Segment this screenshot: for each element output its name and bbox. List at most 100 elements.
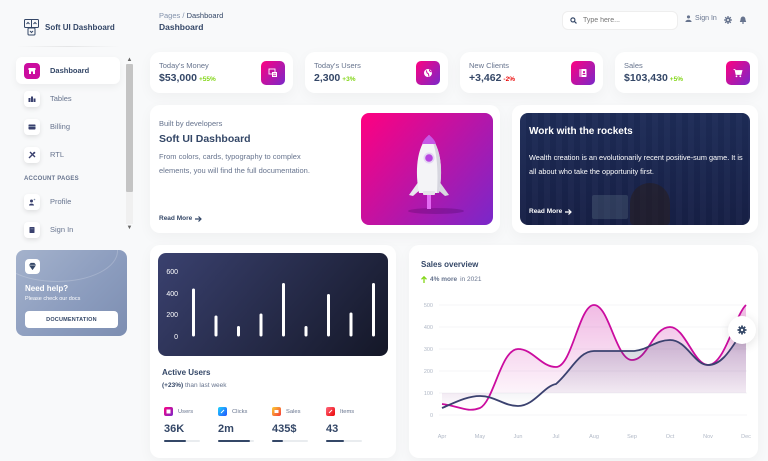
- sales-overview-title: Sales overview: [421, 260, 479, 269]
- shop-icon: [24, 62, 40, 79]
- active-users-title: Active Users: [162, 368, 211, 377]
- active-users-change-suffix: than last week: [183, 382, 227, 389]
- svg-text:Nov: Nov: [703, 434, 713, 440]
- search-box[interactable]: [562, 11, 678, 30]
- bell-icon[interactable]: [739, 16, 747, 24]
- sidebar-item-dashboard[interactable]: Dashboard: [16, 57, 120, 84]
- y-axis-ticks: 600 400 200 0: [166, 269, 178, 341]
- active-users-stats: Users 36K Clicks 2m Sales 435$ Items 43: [164, 407, 380, 442]
- account-pages-heading: ACCOUNT PAGES: [24, 176, 79, 182]
- brand[interactable]: Soft UI Dashboard: [24, 19, 115, 36]
- card-kicker: Built by developers: [159, 119, 223, 128]
- active-users-change: (+23%): [162, 382, 184, 389]
- stat-amount: $103,430: [624, 72, 668, 84]
- scroll-down-arrow-icon[interactable]: ▼: [126, 225, 133, 231]
- sidebar-item-label: Sign In: [50, 225, 74, 234]
- stat-label: Users: [178, 408, 194, 415]
- bar-chart-svg: 600 400 200 0: [166, 269, 375, 341]
- stat-card-money: Today's Money $53,000 +55%: [150, 52, 293, 93]
- need-help-card: Need help? Please check our docs DOCUMEN…: [16, 250, 127, 336]
- diamond-icon: [25, 259, 40, 274]
- sidebar-item-tables[interactable]: Tables: [16, 85, 120, 112]
- sidebar-item-label: Tables: [50, 94, 72, 103]
- breadcrumb-current: Dashboard: [186, 11, 224, 20]
- progress-bar: [218, 440, 254, 442]
- stat-value: 43: [326, 423, 339, 435]
- sidebar-item-label: Dashboard: [50, 66, 90, 75]
- world-icon: [416, 61, 440, 85]
- stat-clicks: Clicks 2m: [218, 407, 272, 442]
- office-icon: [24, 90, 40, 107]
- stat-amount: +3,462: [469, 72, 502, 84]
- stat-value: 2,300 +3%: [314, 72, 355, 84]
- sales-change: 4% more: [430, 276, 458, 283]
- stat-change: -2%: [503, 76, 515, 83]
- work-with-rockets-card: Work with the rockets Wealth creation is…: [512, 105, 758, 233]
- svg-text:200: 200: [166, 312, 178, 319]
- scrollbar-track[interactable]: [126, 192, 133, 224]
- documentation-button[interactable]: DOCUMENTATION: [25, 311, 118, 328]
- sidebar-item-billing[interactable]: Billing: [16, 113, 120, 140]
- svg-text:0: 0: [430, 413, 433, 419]
- stat-value: 36K: [164, 423, 185, 435]
- stat-value: +3,462 -2%: [469, 72, 515, 84]
- svg-text:Jun: Jun: [514, 434, 523, 440]
- svg-text:0: 0: [174, 334, 178, 341]
- help-subtitle: Please check our docs: [25, 296, 81, 302]
- card-title: Work with the rockets: [529, 126, 633, 137]
- x-axis-ticks: Apr May Jun Jul Aug Sep Oct Nov Dec: [438, 434, 751, 440]
- read-more-link[interactable]: Read More: [529, 208, 573, 215]
- svg-text:Aug: Aug: [589, 434, 599, 440]
- stat-card-sales: Sales $103,430 +5%: [615, 52, 758, 93]
- stat-value: 435$: [272, 423, 297, 435]
- svg-text:Sep: Sep: [627, 434, 637, 440]
- sidebar: Soft UI Dashboard Dashboard Tables Billi…: [0, 0, 140, 461]
- active-users-bar-chart: 600 400 200 0: [158, 253, 388, 356]
- stat-label: Today's Users: [314, 61, 361, 70]
- scroll-up-arrow-icon[interactable]: ▲: [126, 57, 133, 63]
- series-websites: [441, 326, 747, 409]
- sidebar-item-profile[interactable]: Profile: [16, 188, 120, 215]
- built-by-developers-card: Built by developers Soft UI Dashboard Fr…: [150, 105, 500, 233]
- background-person: [630, 183, 670, 225]
- stat-label: Clicks: [232, 408, 248, 415]
- y-axis-ticks: 500 400 300 200 100 0: [424, 303, 433, 419]
- sidebar-item-rtl[interactable]: RTL: [16, 141, 120, 168]
- sidebar-item-sign-in[interactable]: Sign In: [16, 216, 120, 243]
- svg-text:Jul: Jul: [552, 434, 559, 440]
- brand-name: Soft UI Dashboard: [45, 23, 115, 32]
- breadcrumb-pages[interactable]: Pages: [159, 11, 181, 20]
- cart-icon: [726, 61, 750, 85]
- configurator-button[interactable]: [728, 316, 756, 344]
- bars: [192, 283, 375, 337]
- sidebar-item-label: Billing: [50, 122, 71, 131]
- stat-label: Items: [340, 408, 355, 415]
- progress-bar: [272, 440, 308, 442]
- brand-divider: [16, 46, 120, 47]
- card-title: Soft UI Dashboard: [159, 133, 251, 145]
- svg-text:400: 400: [424, 325, 433, 331]
- stat-label: Today's Money: [159, 61, 209, 70]
- sign-in-link[interactable]: Sign In: [685, 15, 717, 22]
- progress-bar: [164, 440, 200, 442]
- card-description: Wealth creation is an evolutionarily rec…: [529, 153, 743, 176]
- search-input[interactable]: [583, 17, 673, 24]
- read-more-link[interactable]: Read More: [159, 215, 203, 222]
- sales-icon: [272, 407, 281, 416]
- scrollbar-thumb[interactable]: [126, 64, 133, 192]
- arrow-up-icon: [421, 276, 427, 283]
- breadcrumb-separator: /: [182, 11, 185, 20]
- clicks-icon: [218, 407, 227, 416]
- svg-text:100: 100: [424, 391, 433, 397]
- stat-label: New Clients: [469, 61, 510, 70]
- sidebar-scrollbar[interactable]: ▲ ▼: [125, 56, 134, 234]
- gear-icon[interactable]: [724, 16, 732, 24]
- read-more-label: Read More: [159, 215, 193, 222]
- stat-users: Users 36K: [164, 407, 218, 442]
- stat-label: Sales: [624, 61, 643, 70]
- brand-logo-icon: [24, 19, 39, 36]
- rocket-illustration: [361, 113, 493, 225]
- stat-amount: $53,000: [159, 72, 197, 84]
- active-users-card: 600 400 200 0 Active Users (+23%) than l…: [150, 245, 396, 458]
- contact-book-icon: [571, 61, 595, 85]
